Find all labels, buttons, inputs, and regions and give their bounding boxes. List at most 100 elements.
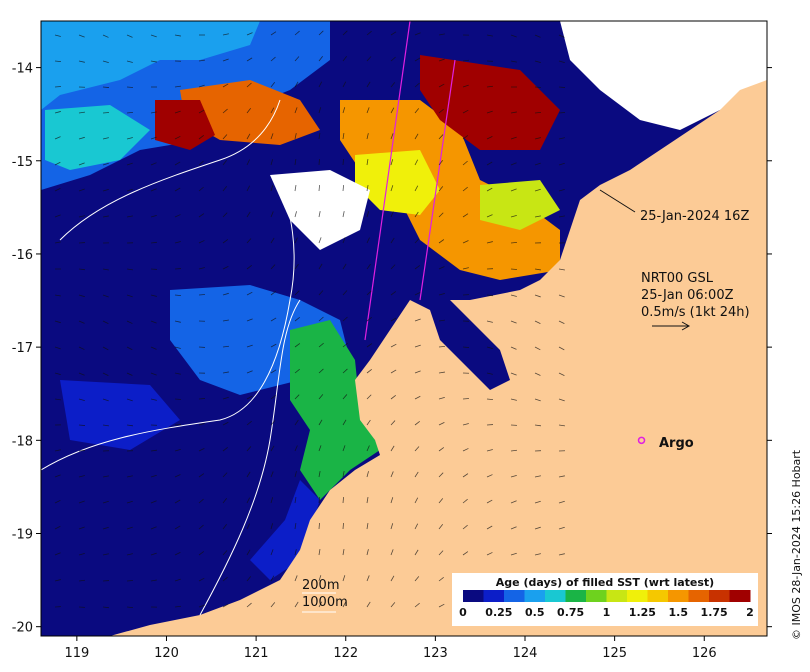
current-arrow (510, 526, 517, 530)
current-arrow (150, 449, 157, 452)
current-arrow (126, 398, 133, 402)
track-time-leader (599, 189, 636, 213)
current-arrow (102, 424, 109, 427)
current-arrow (270, 31, 277, 36)
current-arrow (54, 372, 61, 376)
current-arrow (126, 162, 133, 166)
current-arrow (390, 445, 395, 452)
current-arrow (102, 320, 109, 325)
colorbar-swatch (647, 590, 669, 602)
current-arrow (246, 523, 250, 530)
current-arrow (198, 422, 205, 426)
current-arrow (438, 212, 444, 218)
current-arrow (462, 448, 469, 452)
current-arrow (102, 34, 109, 38)
current-arrow (198, 398, 206, 400)
current-arrow (318, 81, 323, 88)
current-arrow (414, 133, 419, 140)
current-arrow (222, 239, 229, 244)
current-arrow (558, 60, 565, 64)
current-arrow (198, 109, 205, 114)
current-arrow (462, 59, 470, 62)
current-arrow (510, 111, 517, 114)
current-arrow (102, 112, 110, 114)
current-arrow (222, 345, 230, 348)
current-arrow (294, 497, 297, 504)
current-arrow (78, 294, 85, 298)
current-arrow (174, 135, 181, 140)
current-arrow (246, 318, 253, 322)
current-arrow (294, 263, 299, 270)
current-arrow (438, 371, 445, 374)
current-arrow (270, 602, 276, 608)
current-arrow (510, 500, 517, 504)
current-arrow (222, 523, 227, 530)
current-arrow (462, 267, 469, 270)
current-arrow (78, 60, 85, 63)
current-arrow (246, 211, 251, 218)
current-scale-label: 0.5m/s (1kt 24h) (641, 305, 750, 320)
current-arrow (558, 137, 565, 140)
current-arrow (78, 579, 86, 582)
current-arrow (222, 58, 229, 62)
current-arrow (462, 473, 469, 478)
current-arrow (318, 419, 323, 426)
argo-float-marker (637, 436, 646, 445)
current-arrow (294, 30, 300, 36)
current-arrow (438, 58, 445, 62)
colorbar-swatch (729, 590, 751, 602)
current-arrow (510, 34, 517, 38)
current-arrow (246, 549, 251, 556)
current-arrow (510, 294, 517, 297)
current-arrow (150, 500, 157, 504)
current-arrow (390, 107, 395, 114)
current-arrows (54, 30, 566, 609)
current-arrow (246, 32, 253, 36)
current-arrow (414, 471, 419, 478)
current-arrow (366, 159, 369, 166)
current-arrow (558, 86, 566, 88)
current-arrow (126, 34, 133, 38)
current-arrow (270, 369, 277, 374)
current-arrow (270, 185, 274, 192)
x-axis: 119 120 121 122 123 124 125 126 (64, 636, 717, 661)
current-arrow (126, 580, 134, 582)
current-arrow (270, 237, 275, 244)
current-arrow (102, 475, 109, 478)
current-arrow (222, 83, 229, 88)
current-arrow (198, 447, 205, 452)
current-arrow (150, 320, 157, 324)
current-arrow (366, 237, 370, 244)
current-arrow (174, 578, 181, 582)
current-arrow (342, 522, 344, 530)
current-arrow (342, 419, 347, 426)
current-arrow (342, 107, 346, 114)
current-arrow (318, 316, 324, 322)
current-arrow (414, 497, 419, 504)
current-arrow (150, 34, 157, 38)
current-arrow (462, 524, 468, 530)
current-arrow (318, 290, 324, 296)
current-arrow (78, 268, 86, 271)
current-arrow (438, 33, 445, 36)
current-arrow (366, 368, 372, 374)
current-arrow (270, 82, 276, 88)
current-arrow (78, 320, 85, 324)
current-arrow (366, 601, 371, 608)
x-tick-label: 122 (333, 646, 358, 661)
current-arrow (414, 576, 420, 582)
current-arrow (126, 424, 134, 427)
colorbar-swatch (565, 590, 587, 602)
current-arrow (342, 342, 348, 348)
current-arrow (318, 107, 322, 114)
current-arrow (438, 293, 445, 296)
current-arrow (270, 159, 274, 166)
current-arrow (126, 553, 133, 556)
current-arrow (342, 237, 346, 244)
current-arrow (534, 346, 541, 351)
current-arrow (54, 161, 61, 166)
current-arrow (246, 420, 252, 426)
current-arrow (486, 214, 493, 218)
current-arrow (414, 238, 420, 244)
current-arrow (222, 159, 227, 166)
